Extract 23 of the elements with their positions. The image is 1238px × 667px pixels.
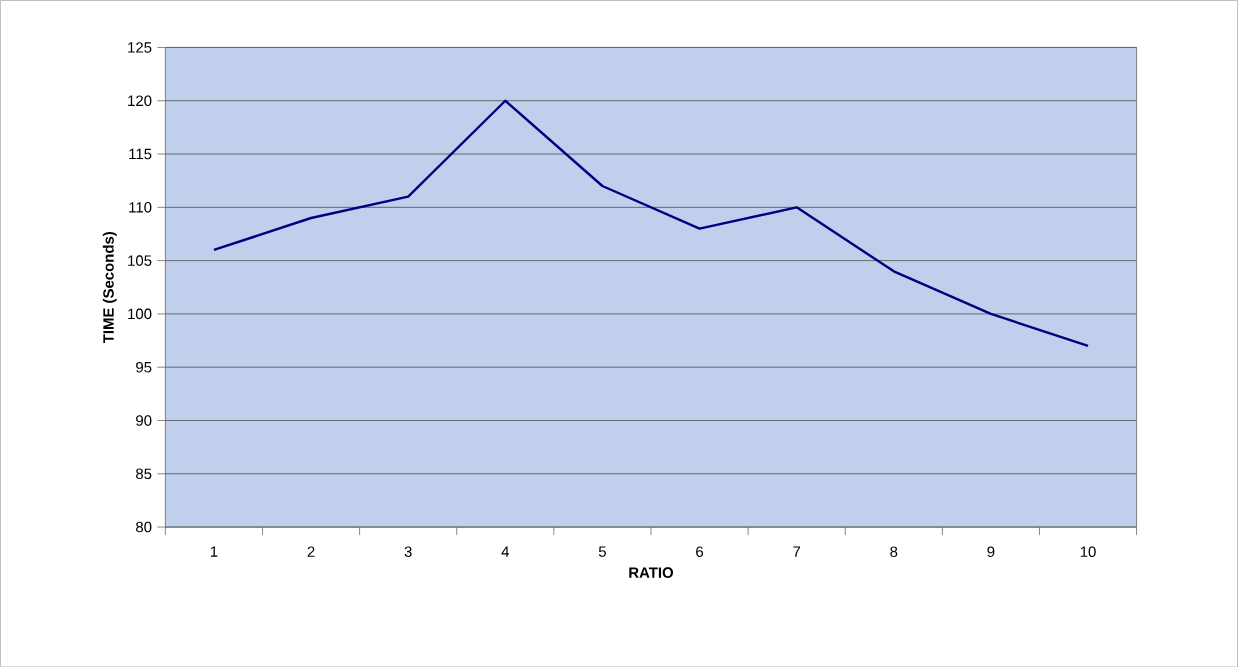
y-axis-title: TIME (Seconds) bbox=[102, 231, 117, 343]
x-tick-label: 3 bbox=[404, 546, 412, 557]
x-tick-label: 6 bbox=[696, 546, 704, 557]
y-tick-label: 100 bbox=[128, 308, 152, 319]
line-series bbox=[212, 99, 1090, 347]
x-axis-title: RATIO bbox=[629, 567, 674, 578]
x-tick-label: 8 bbox=[890, 546, 898, 557]
y-tick-label: 95 bbox=[136, 361, 152, 373]
y-tick-label: 105 bbox=[128, 255, 152, 266]
y-tick-label: 90 bbox=[136, 414, 152, 426]
y-tick-label: 85 bbox=[136, 468, 152, 479]
x-tick-label: 9 bbox=[987, 546, 995, 557]
x-tick-label: 5 bbox=[598, 546, 606, 557]
y-tick-label: 125 bbox=[128, 41, 152, 53]
y-tick-label: 120 bbox=[128, 95, 152, 106]
y-tick-label: 110 bbox=[129, 201, 152, 213]
x-tick-label: 7 bbox=[793, 546, 801, 557]
x-tick-label: 1 bbox=[210, 546, 218, 557]
x-tick-label: 10 bbox=[1080, 546, 1096, 557]
y-tick-label: 115 bbox=[129, 148, 152, 160]
x-tick-label: 4 bbox=[501, 546, 510, 557]
y-tick-label: 80 bbox=[136, 521, 152, 533]
x-tick-label: 2 bbox=[307, 546, 315, 557]
